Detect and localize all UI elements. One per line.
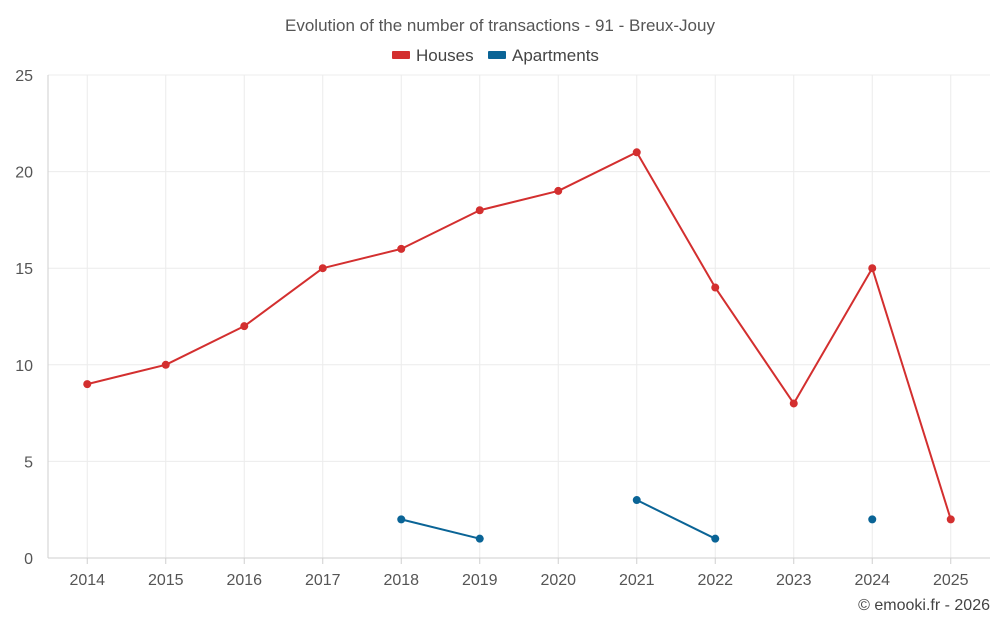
data-point[interactable]	[161, 360, 170, 369]
x-tick-label: 2020	[540, 572, 576, 589]
y-tick-label: 25	[15, 68, 33, 85]
data-point[interactable]	[946, 515, 955, 524]
data-point[interactable]	[397, 515, 406, 524]
data-point[interactable]	[397, 244, 406, 253]
series-apartments	[397, 496, 877, 543]
data-point[interactable]	[240, 322, 249, 331]
data-point[interactable]	[711, 534, 720, 543]
credit-text: © emooki.fr - 2026	[858, 597, 990, 614]
y-tick-label: 20	[15, 165, 33, 182]
y-tick-label: 0	[24, 551, 33, 568]
series-line	[87, 151, 952, 520]
legend: Houses Apartments	[392, 46, 599, 65]
x-tick-label: 2019	[462, 572, 498, 589]
data-point[interactable]	[83, 380, 92, 389]
data-point[interactable]	[868, 264, 877, 273]
chart-title: Evolution of the number of transactions …	[285, 16, 715, 35]
x-tick-label: 2015	[148, 572, 184, 589]
y-tick-label: 15	[15, 261, 33, 278]
data-point[interactable]	[632, 148, 641, 157]
x-tick-label: 2017	[305, 572, 341, 589]
legend-swatch-houses	[392, 51, 410, 59]
x-tick-label: 2023	[776, 572, 812, 589]
series-line	[636, 499, 716, 540]
series-houses	[83, 148, 955, 524]
data-point[interactable]	[789, 399, 798, 408]
data-point[interactable]	[475, 206, 484, 215]
data-point[interactable]	[318, 264, 327, 273]
x-tick-label: 2021	[619, 572, 655, 589]
y-tick-label: 10	[15, 358, 33, 375]
series-line	[401, 518, 480, 540]
data-point[interactable]	[475, 534, 484, 543]
x-tick-label: 2025	[933, 572, 969, 589]
x-tick-label: 2018	[383, 572, 419, 589]
legend-swatch-apartments	[488, 51, 506, 59]
x-tick-label: 2016	[226, 572, 262, 589]
legend-label-apartments[interactable]: Apartments	[512, 46, 599, 65]
x-tick-label: 2014	[69, 572, 105, 589]
data-point[interactable]	[868, 515, 877, 524]
x-tick-label: 2022	[697, 572, 733, 589]
data-point[interactable]	[632, 496, 641, 505]
data-point[interactable]	[554, 186, 563, 195]
legend-label-houses[interactable]: Houses	[416, 46, 474, 65]
x-tick-label: 2024	[854, 572, 890, 589]
y-tick-label: 5	[24, 454, 33, 471]
series-layer	[83, 148, 955, 543]
data-point[interactable]	[711, 283, 720, 292]
grid	[48, 74, 990, 558]
